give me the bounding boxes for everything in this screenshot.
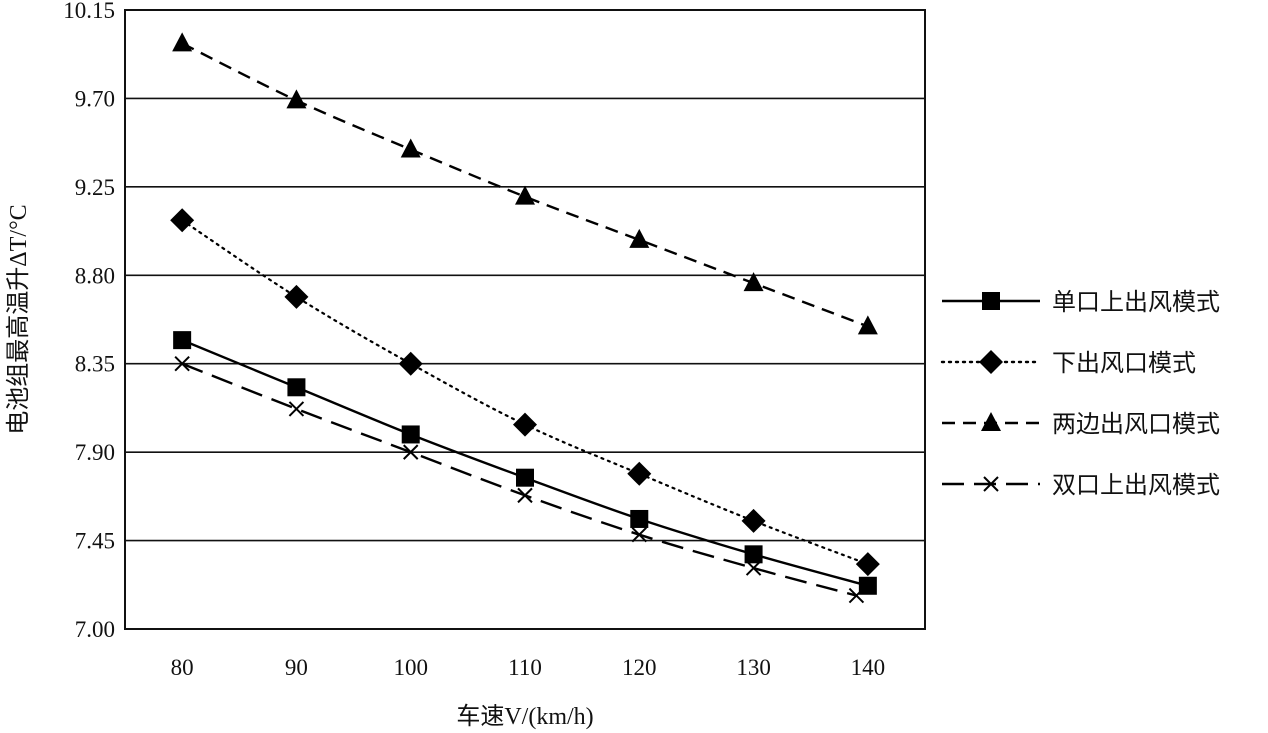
series-2-point: [513, 412, 537, 437]
y-tick-label: 7.45: [75, 529, 115, 554]
legend-label-4: 双口上出风模式: [1052, 472, 1220, 499]
series-4-point: [403, 444, 419, 460]
series-2-point: [284, 284, 309, 309]
series-3-point: [400, 138, 421, 158]
series-4-point: [288, 401, 305, 417]
legend-marker-3: [981, 412, 1001, 431]
y-tick-label: 7.90: [75, 440, 115, 465]
x-tick-label: 110: [508, 655, 542, 680]
series-1-point: [173, 331, 192, 350]
y-tick-label: 8.80: [75, 263, 115, 288]
series-4-point: [848, 587, 865, 604]
series-3-point: [172, 32, 193, 52]
x-tick-label: 90: [285, 655, 308, 680]
series-line-1: [181, 339, 869, 587]
series-3-point: [629, 228, 650, 248]
series-2-point: [855, 552, 880, 577]
series-3-point: [515, 185, 535, 205]
y-tick-label: 10.15: [63, 0, 115, 23]
series-1-point: [744, 545, 763, 564]
y-tick-label: 7.00: [75, 617, 115, 642]
x-tick-label: 100: [393, 655, 428, 680]
series-4-point: [631, 526, 647, 543]
series-line-2: [181, 219, 869, 566]
x-tick-label: 120: [622, 655, 657, 680]
series-1-point: [287, 378, 306, 397]
series-2-point: [627, 461, 652, 486]
series-2-point: [170, 208, 195, 233]
x-axis-title: 车速V/(km/h): [456, 703, 593, 730]
series-1-point: [401, 425, 420, 444]
y-tick-label: 8.35: [75, 352, 115, 377]
series-line-4: [181, 362, 857, 597]
legend-label-3: 两边出风口模式: [1052, 411, 1220, 438]
series-1-point: [858, 576, 877, 595]
series-2-point: [398, 351, 423, 376]
series-3-point: [286, 89, 307, 109]
series-1-point: [630, 509, 649, 528]
legend-label-2: 下出风口模式: [1052, 350, 1196, 377]
x-axis-ticks: 80 90 100 110 120 130 140: [171, 655, 885, 680]
series-lines: [181, 42, 869, 597]
series-3-point: [743, 272, 764, 292]
series-markers: [170, 32, 880, 604]
y-axis-ticks: 10.15 9.70 9.25 8.80 8.35 7.90 7.45 7.00: [63, 0, 115, 642]
legend-marker-4: [983, 476, 999, 492]
series-4-point: [517, 487, 533, 504]
y-tick-label: 9.25: [75, 175, 115, 200]
series-2-point: [741, 508, 766, 533]
series-4-point: [745, 560, 762, 576]
plot-area-frame: [124, 9, 926, 630]
series-3-point: [857, 315, 878, 335]
legend-marker-1: [982, 292, 1000, 310]
legend-label-1: 单口上出风模式: [1052, 289, 1220, 316]
legend-marker-2: [979, 350, 1003, 374]
x-tick-label: 140: [851, 655, 886, 680]
x-tick-label: 130: [736, 655, 771, 680]
series-1-point: [516, 468, 534, 487]
grid-lines: [125, 97, 925, 542]
y-tick-label: 9.70: [75, 86, 115, 111]
series-4-point: [174, 356, 190, 372]
y-axis-title: 电池组最高温升ΔT/°C: [5, 204, 32, 434]
x-tick-label: 80: [171, 655, 194, 680]
series-line-3: [181, 42, 869, 328]
